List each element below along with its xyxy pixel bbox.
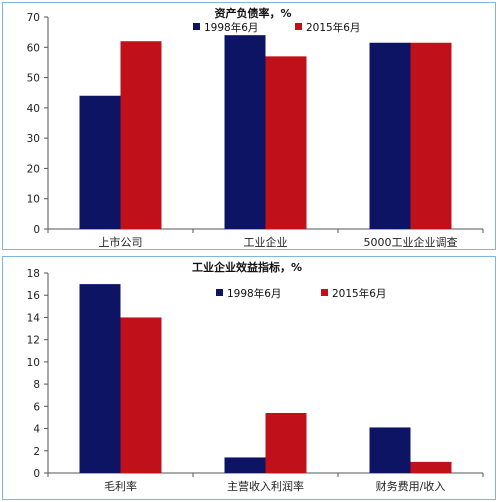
bar-1998	[224, 457, 266, 473]
y-tick-label: 16	[27, 290, 41, 302]
legend-swatch	[193, 23, 200, 30]
chart-title: 资产负债率，%	[214, 6, 291, 20]
y-tick-label: 40	[27, 103, 40, 115]
x-category-label: 上市公司	[99, 235, 143, 248]
x-category-label: 工业企业	[244, 235, 288, 248]
x-category-label: 主营收入利润率	[227, 479, 304, 493]
y-tick-label: 60	[27, 42, 40, 54]
debt-ratio-chart-svg: 0 10 20 30 40 50 60 70 上市公司 工业企业 5000工业企业调查 资产负债率，%…	[27, 6, 484, 248]
y-tick-label: 10	[27, 357, 40, 369]
y-tick-label: 2	[33, 446, 40, 458]
legend-label: 2015年6月	[332, 287, 386, 300]
y-tick-label: 0	[33, 468, 40, 480]
legend-label: 2015年6月	[306, 21, 360, 34]
profitability-chart-svg: 0 2 4 6 8 10 12 14 16 18 毛利率 主营收入利润率 财务费用/收入 工业企业效益指标…	[27, 260, 484, 493]
legend-swatch	[321, 289, 328, 296]
bar-2015	[410, 461, 452, 473]
y-tick-label: 18	[27, 268, 40, 280]
y-tick-label: 12	[27, 335, 40, 347]
chart-panel-debt-ratio: 0 10 20 30 40 50 60 70 上市公司 工业企业 5000工业企业调查 资产负债率，%…	[2, 2, 496, 250]
bar-2015	[265, 56, 307, 229]
legend-swatch	[216, 289, 223, 296]
y-tick-label: 6	[33, 401, 40, 413]
y-tick-label: 20	[27, 163, 40, 175]
y-tick-label: 50	[27, 73, 40, 85]
bar-1998	[369, 427, 411, 473]
y-tick-label: 70	[27, 12, 40, 24]
y-tick-label: 8	[33, 379, 40, 391]
chart-panel-profitability: 0 2 4 6 8 10 12 14 16 18 毛利率 主营收入利润率 财务费用/收入 工业企业效益指标…	[2, 256, 496, 500]
legend-label: 1998年6月	[204, 21, 258, 34]
y-tick-label: 4	[33, 424, 40, 436]
bar-1998	[79, 95, 121, 229]
bar-2015	[265, 413, 307, 473]
bar-1998	[79, 284, 121, 473]
y-tick-label: 0	[33, 224, 40, 236]
bar-1998	[224, 35, 266, 229]
bar-2015	[120, 41, 162, 229]
bar-2015	[410, 42, 452, 229]
x-category-label: 毛利率	[104, 479, 137, 493]
chart-title: 工业企业效益指标，%	[192, 260, 302, 274]
x-category-label: 5000工业企业调查	[364, 235, 458, 248]
bar-2015	[120, 317, 162, 473]
y-tick-label: 14	[27, 312, 41, 324]
x-category-label: 财务费用/收入	[376, 479, 446, 493]
bar-1998	[369, 42, 411, 229]
legend-swatch	[295, 23, 302, 30]
y-tick-label: 10	[27, 194, 40, 206]
legend-label: 1998年6月	[227, 287, 281, 300]
y-tick-label: 30	[27, 133, 40, 145]
